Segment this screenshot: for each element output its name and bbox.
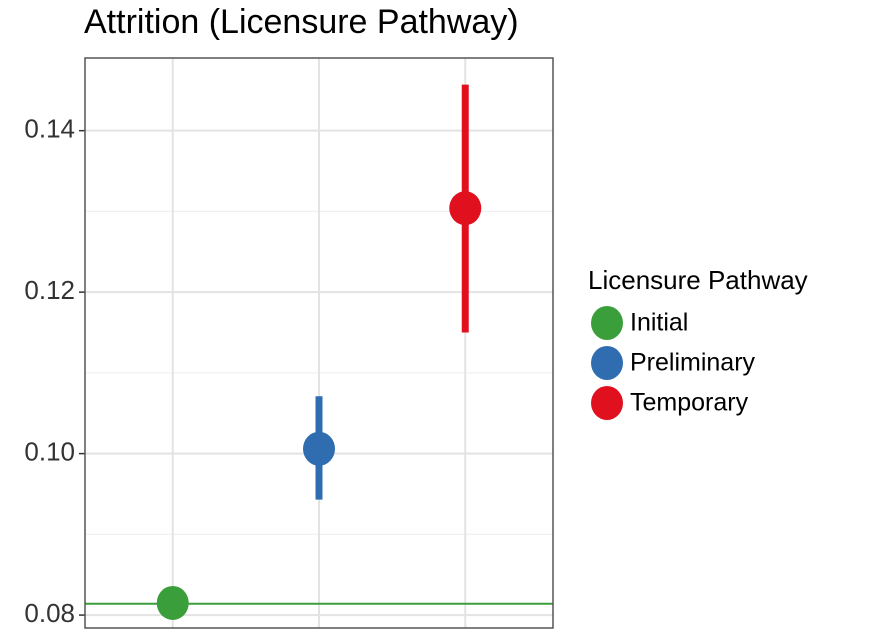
legend-label: Preliminary <box>630 349 756 377</box>
legend-label: Initial <box>630 309 688 337</box>
y-tick-label: 0.08 <box>24 598 75 628</box>
legend-title: Licensure Pathway <box>588 265 808 295</box>
point <box>156 585 189 620</box>
legend-key <box>591 386 623 420</box>
legend-label: Temporary <box>630 389 749 417</box>
point <box>449 191 482 226</box>
chart-title: Attrition (Licensure Pathway) <box>84 3 519 41</box>
point <box>303 431 335 466</box>
legend-key <box>591 306 623 340</box>
y-tick-label: 0.12 <box>24 275 75 305</box>
plot-border <box>84 57 554 629</box>
y-tick-label: 0.10 <box>24 436 75 466</box>
y-tick-label: 0.14 <box>24 114 75 144</box>
legend-key <box>591 346 623 380</box>
